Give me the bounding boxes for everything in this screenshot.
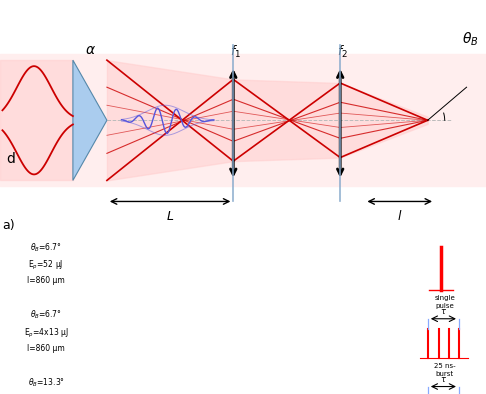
Text: a): a): [2, 219, 15, 232]
Polygon shape: [73, 60, 107, 180]
Text: $\tau$: $\tau$: [440, 375, 447, 384]
Text: $f_2$: $f_2$: [337, 44, 348, 60]
Text: $\tau$: $\tau$: [440, 307, 447, 316]
Text: $\theta_B$=6.7°
E$_p$=4x13 μJ
l=860 μm: $\theta_B$=6.7° E$_p$=4x13 μJ l=860 μm: [24, 309, 69, 353]
Text: 20 μm: 20 μm: [99, 346, 119, 351]
Text: L: L: [167, 210, 174, 223]
Text: $\theta_B$=13.3°
E$_p$=4x13 μJ
l=860 μm: $\theta_B$=13.3° E$_p$=4x13 μJ l=860 μm: [24, 377, 69, 394]
Text: $\alpha$: $\alpha$: [86, 43, 96, 57]
Text: 20 μm: 20 μm: [202, 279, 222, 284]
Text: 20 μm: 20 μm: [305, 346, 325, 351]
Text: 20 μm: 20 μm: [305, 279, 325, 284]
Text: $\theta_B$: $\theta_B$: [462, 30, 478, 48]
Text: d: d: [6, 152, 15, 166]
Text: $\theta_B$=6.7°
E$_p$=52 μJ
l=860 μm: $\theta_B$=6.7° E$_p$=52 μJ l=860 μm: [27, 241, 65, 285]
Text: l: l: [398, 210, 401, 223]
Text: single
pulse: single pulse: [434, 295, 455, 309]
Text: $k\otimes$: $k\otimes$: [155, 238, 169, 249]
Text: 25 ns-
burst: 25 ns- burst: [434, 363, 456, 377]
Text: 20 μm: 20 μm: [99, 279, 119, 284]
Text: 20 μm: 20 μm: [202, 346, 222, 351]
Text: $f_1$: $f_1$: [230, 44, 241, 60]
Text: $v$: $v$: [185, 247, 191, 256]
